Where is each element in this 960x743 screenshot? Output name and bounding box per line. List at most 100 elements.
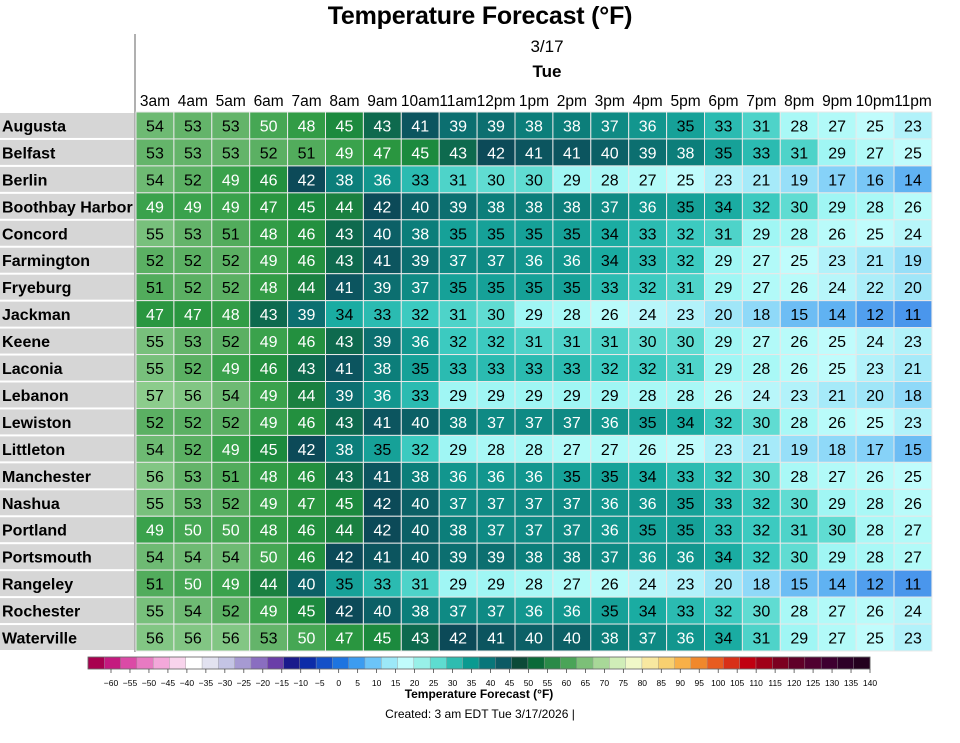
cell-value: 27 (752, 334, 770, 351)
cell-value: 49 (146, 199, 164, 216)
heatmap-cell (325, 461, 364, 490)
heatmap-cell (590, 219, 630, 248)
heatmap-cell (362, 515, 402, 544)
cell-value: 36 (601, 496, 619, 513)
heatmap-cell (211, 300, 251, 329)
colorbar-tick-label: −5 (315, 678, 325, 688)
heatmap-cell (893, 300, 933, 329)
heatmap-cell (893, 623, 933, 652)
cell-value: 30 (790, 550, 808, 567)
heatmap-cell (666, 623, 705, 652)
colorbar-tick-label: 60 (562, 678, 572, 688)
hour-label: 10am (401, 93, 440, 110)
cell-value: 47 (146, 307, 164, 324)
colorbar-segment (723, 656, 741, 670)
heatmap-cell (135, 569, 175, 598)
cell-value: 46 (298, 523, 316, 540)
row-label-band (0, 220, 134, 246)
row-label-band (0, 355, 134, 381)
colorbar-segment (478, 656, 496, 670)
row-label: Boothbay Harbor (2, 199, 133, 216)
cell-value: 28 (866, 523, 884, 540)
cell-value: 50 (184, 523, 202, 540)
cell-value: 36 (525, 604, 543, 621)
cell-value: 26 (828, 226, 846, 243)
cell-value: 24 (639, 307, 657, 324)
cell-value: 32 (639, 361, 657, 378)
cell-value: 29 (828, 199, 846, 216)
heatmap-cell (855, 300, 895, 329)
colorbar-segment (495, 656, 513, 670)
cell-value: 48 (222, 307, 240, 324)
row-label: Waterville (2, 631, 77, 648)
heatmap-cell (173, 327, 213, 356)
cell-value: 19 (790, 172, 808, 189)
heatmap-cell (628, 138, 668, 167)
cell-value: 40 (563, 631, 581, 648)
hour-label: 3pm (595, 93, 625, 110)
cell-value: 27 (752, 253, 770, 270)
cell-value: 47 (373, 145, 391, 162)
cell-value: 32 (715, 469, 733, 486)
cell-value: 35 (487, 226, 505, 243)
cell-value: 53 (184, 226, 202, 243)
cell-value: 38 (411, 604, 429, 621)
colorbar-segment (299, 656, 317, 670)
cell-value: 29 (790, 631, 808, 648)
cell-value: 57 (146, 388, 164, 405)
heatmap-cell (893, 354, 933, 382)
cell-value: 21 (866, 253, 884, 270)
cell-value: 37 (449, 496, 467, 513)
cell-value: 35 (639, 415, 657, 432)
heatmap-cell (287, 381, 327, 409)
heatmap-cell (704, 165, 743, 194)
cell-value: 54 (146, 550, 164, 567)
colorbar-tick-label: 95 (694, 678, 704, 688)
heatmap-cell (400, 596, 440, 625)
colorbar-segment (104, 656, 122, 670)
cell-value: 39 (449, 118, 467, 135)
cell-value: 49 (260, 388, 278, 405)
row-label-band (0, 571, 134, 597)
row-label: Nashua (2, 496, 60, 513)
cell-value: 55 (146, 496, 164, 513)
cell-value: 25 (790, 253, 808, 270)
row-label-band (0, 301, 134, 327)
cell-value: 49 (222, 577, 240, 594)
cell-value: 56 (222, 631, 240, 648)
cell-value: 40 (298, 577, 316, 594)
cell-value: 53 (184, 469, 202, 486)
cell-value: 37 (563, 496, 581, 513)
colorbar-segment (690, 656, 708, 670)
colorbar-frame (87, 656, 871, 670)
hour-label: 7am (291, 93, 321, 110)
colorbar-tick-label: 50 (524, 678, 534, 688)
cell-value: 50 (222, 523, 240, 540)
row-label-band (0, 544, 134, 570)
cell-value: 21 (752, 172, 770, 189)
cell-value: 32 (715, 604, 733, 621)
cell-value: 46 (298, 415, 316, 432)
colorbar-tick-label: −10 (294, 678, 309, 688)
cell-value: 52 (184, 172, 202, 189)
row-label: Laconia (2, 361, 63, 378)
cell-value: 28 (639, 388, 657, 405)
cell-value: 25 (677, 442, 695, 459)
cell-value: 29 (449, 388, 467, 405)
heatmap-cell (362, 111, 402, 140)
cell-value: 27 (563, 442, 581, 459)
cell-value: 30 (525, 172, 543, 189)
cell-value: 27 (828, 604, 846, 621)
cell-value: 29 (828, 145, 846, 162)
heatmap-cell (325, 623, 364, 652)
day-label: Tue (532, 62, 562, 81)
cell-value: 33 (411, 388, 429, 405)
cell-value: 35 (639, 523, 657, 540)
heatmap-cell (287, 246, 327, 275)
cell-value: 37 (487, 415, 505, 432)
heatmap-cell (855, 381, 895, 409)
cell-value: 43 (411, 631, 429, 648)
cell-value: 26 (904, 496, 922, 513)
hour-label: 11pm (894, 93, 932, 110)
cell-value: 24 (904, 604, 922, 621)
